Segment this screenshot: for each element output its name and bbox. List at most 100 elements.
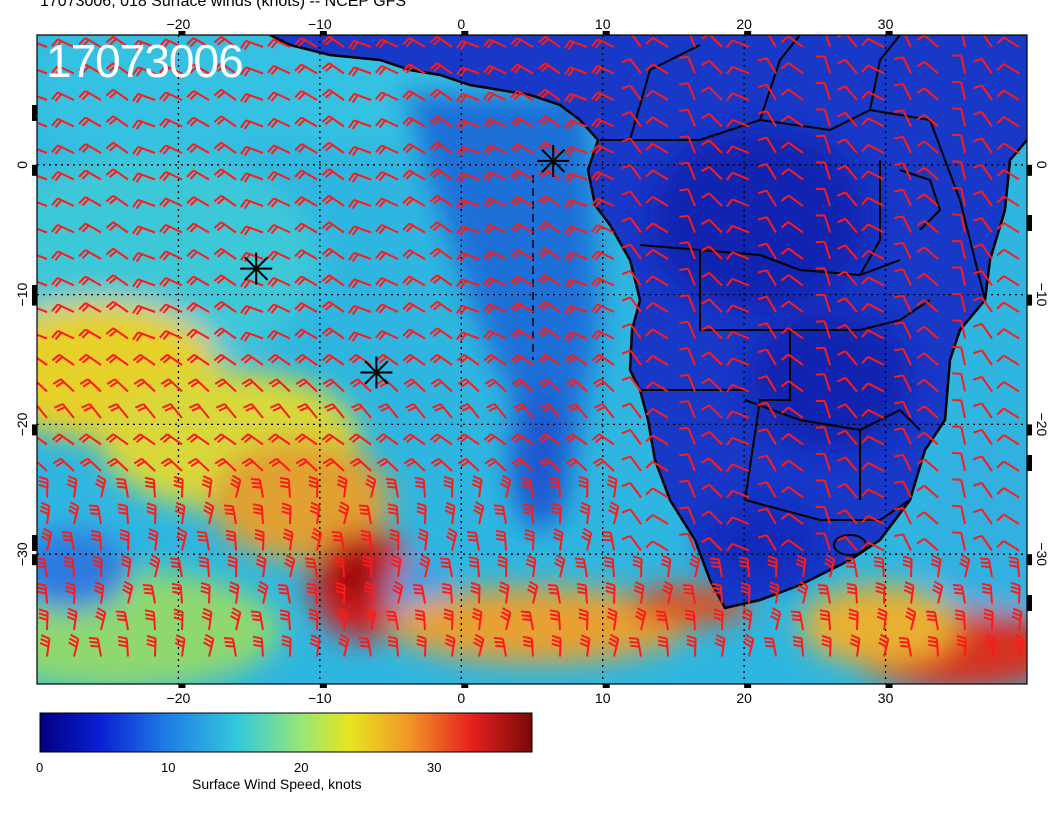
- wind-barb: [657, 635, 669, 657]
- wind-barb: [348, 145, 372, 157]
- wind-barb: [430, 378, 453, 393]
- wind-barb: [996, 248, 1020, 260]
- wind-barb: [95, 474, 107, 498]
- wind-barb: [389, 528, 400, 551]
- wind-barb: [105, 274, 129, 287]
- wind-barb: [348, 304, 372, 316]
- wind-barb: [952, 160, 966, 180]
- edge-tick: [319, 31, 327, 35]
- wind-barb: [645, 275, 669, 287]
- wind-barb: [159, 64, 183, 76]
- edge-tick: [461, 684, 469, 688]
- wind-barb: [186, 143, 210, 154]
- wind-barb: [538, 378, 561, 393]
- wind-barb: [645, 460, 669, 472]
- wind-barb: [146, 502, 157, 525]
- wind-barb: [916, 537, 939, 552]
- wind-barb: [61, 530, 75, 551]
- wind-barb: [564, 251, 588, 263]
- wind-barb: [564, 119, 588, 130]
- wind-barb: [117, 503, 129, 525]
- wind-barb: [105, 62, 129, 75]
- wind-barb: [700, 192, 723, 207]
- wind-barb: [591, 353, 615, 366]
- wind-barb: [456, 145, 480, 157]
- wind-barb: [267, 170, 291, 182]
- wind-barb: [456, 66, 480, 77]
- wind-barb: [122, 580, 134, 604]
- wind-barb: [456, 353, 480, 366]
- wind-barb: [187, 378, 210, 393]
- wind-barb: [645, 513, 669, 525]
- wind-barb: [645, 434, 669, 446]
- wind-barb: [213, 194, 237, 207]
- wind-barb: [916, 405, 939, 419]
- wind-barb: [37, 380, 48, 393]
- wind-barb: [321, 115, 345, 128]
- wind-barb: [375, 329, 399, 341]
- wind-barb: [700, 59, 723, 75]
- wind-barb: [592, 378, 615, 393]
- wind-barb: [780, 380, 804, 393]
- wind-barb: [645, 142, 669, 154]
- wind-barb: [51, 117, 75, 129]
- wind-barb: [115, 477, 129, 498]
- wind-barb: [186, 433, 210, 446]
- wind-barb: [187, 457, 210, 472]
- wind-barb: [38, 608, 49, 631]
- wind-barb: [417, 528, 429, 551]
- wind-barb: [591, 329, 615, 341]
- wind-barb: [815, 293, 831, 313]
- wind-barb: [358, 636, 372, 657]
- edge-tick: [885, 684, 893, 688]
- edge-tick: [178, 31, 186, 35]
- wind-barb: [160, 457, 183, 472]
- lon-tick-label-top: −10: [308, 16, 332, 32]
- lat-tick-label-left: −10: [14, 283, 30, 307]
- wind-barb: [916, 458, 939, 472]
- edge-tick: [1027, 215, 1032, 231]
- edge-tick: [1027, 294, 1032, 306]
- wind-barb: [338, 501, 350, 525]
- wind-barb: [726, 410, 750, 420]
- wind-barb: [268, 457, 291, 472]
- wind-barb: [520, 477, 534, 498]
- coastline: [269, 35, 1027, 610]
- colorbar-tick-label: 30: [427, 760, 442, 775]
- wind-barb: [213, 274, 237, 287]
- wind-barb: [836, 138, 858, 154]
- wind-barb: [348, 39, 372, 51]
- wind-barb: [117, 635, 129, 657]
- wind-barb: [429, 247, 453, 260]
- wind-barb: [564, 145, 588, 157]
- lon-tick-label-bottom: 30: [878, 690, 894, 706]
- wind-barb: [576, 582, 588, 604]
- wind-barb: [815, 55, 831, 74]
- wind-barb: [51, 197, 75, 208]
- wind-barb: [430, 457, 453, 472]
- wind-barb: [402, 169, 426, 181]
- wind-barb: [51, 276, 75, 288]
- wind-barb: [861, 382, 885, 393]
- wind-barb: [983, 608, 994, 631]
- wind-barb: [682, 583, 696, 604]
- wind-barb: [780, 539, 804, 552]
- wind-barb: [159, 353, 183, 366]
- wind-barb: [894, 268, 912, 286]
- wind-barb: [483, 91, 507, 102]
- wind-barb: [815, 214, 831, 233]
- wind-barb: [267, 276, 291, 288]
- wind-barb: [621, 111, 642, 128]
- wind-barb: [486, 403, 507, 419]
- wind-barb: [201, 607, 213, 631]
- wind-barb: [348, 278, 372, 289]
- wind-barb: [93, 581, 105, 604]
- wind-barb: [37, 148, 48, 154]
- wind-barb: [679, 506, 696, 525]
- wind-barb: [700, 271, 723, 287]
- wind-barb: [996, 301, 1020, 313]
- wind-barb: [510, 353, 534, 366]
- wind-barb: [402, 143, 426, 154]
- wind-barb: [621, 508, 642, 525]
- wind-barb: [815, 161, 831, 180]
